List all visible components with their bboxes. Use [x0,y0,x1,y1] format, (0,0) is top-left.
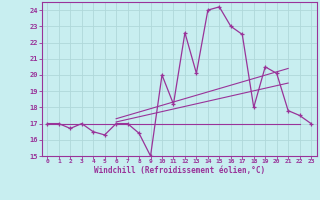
X-axis label: Windchill (Refroidissement éolien,°C): Windchill (Refroidissement éolien,°C) [94,166,265,175]
